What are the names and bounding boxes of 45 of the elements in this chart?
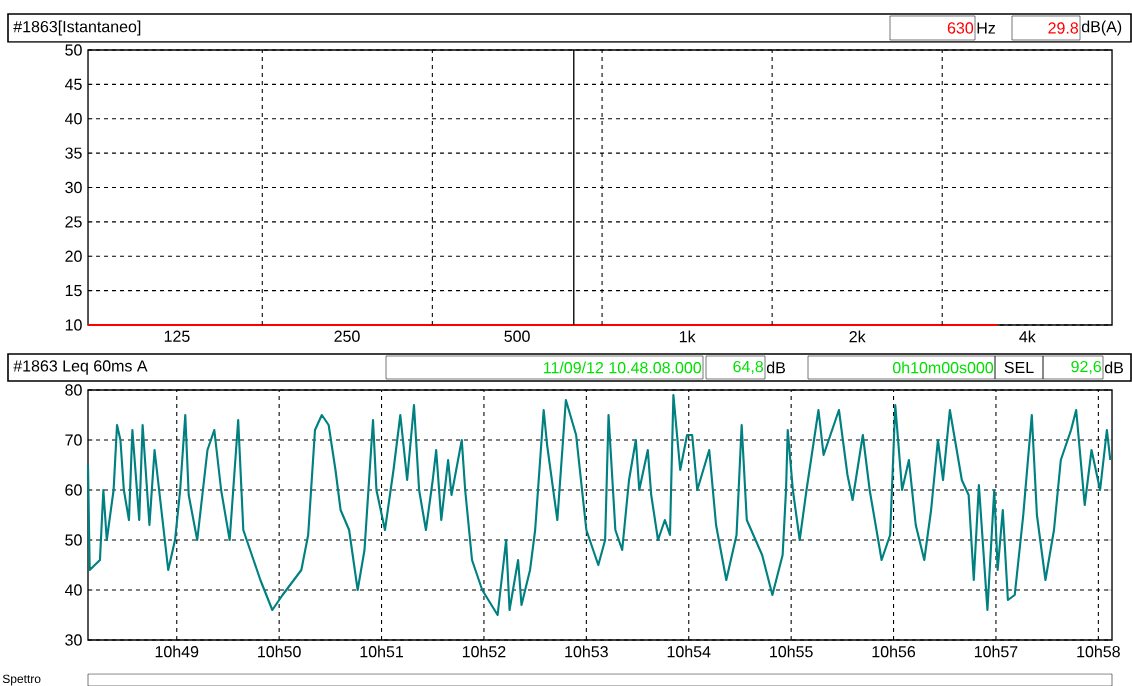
x-tick-label: 10h57 <box>974 645 1018 658</box>
y-tick-label: 35 <box>65 147 82 159</box>
y-tick-label: 45 <box>65 78 82 90</box>
y-tick-label: 50 <box>65 44 82 56</box>
text: 92,6 <box>1071 360 1102 375</box>
x-tick-label: 2k <box>849 330 866 343</box>
x-tick-label: 10h52 <box>462 645 506 658</box>
x-tick-label: 125 <box>164 330 190 342</box>
x-tick-label: 10h50 <box>258 645 301 658</box>
y-tick-label: 40 <box>65 113 82 125</box>
y-tick-label: 15 <box>65 285 82 297</box>
y-tick-label: 50 <box>65 534 82 546</box>
x-tick-label: 10h55 <box>770 645 813 658</box>
chart-title: #1863 Leq 60ms A <box>13 360 148 375</box>
y-tick-label: 30 <box>65 634 82 646</box>
y-tick-label: 60 <box>65 484 82 496</box>
x-tick-label: 250 <box>334 330 360 342</box>
x-tick-label: 10h53 <box>565 645 608 658</box>
x-tick-label: 1k <box>679 330 696 343</box>
text: dB(A) <box>1081 20 1122 36</box>
x-tick-label: 10h54 <box>667 645 711 658</box>
y-tick-label: 80 <box>65 384 82 396</box>
text: dB <box>1104 361 1123 374</box>
y-tick-label: 10 <box>65 319 82 331</box>
x-tick-label: 10h49 <box>155 645 199 658</box>
y-tick-label: 25 <box>65 216 82 228</box>
y-tick-label: 70 <box>65 434 82 446</box>
y-tick-label: 30 <box>65 181 82 194</box>
text: 64,8 <box>733 360 764 375</box>
x-tick-label: 500 <box>504 330 530 342</box>
text: 630 <box>947 22 974 34</box>
text: Hz <box>977 22 996 34</box>
x-tick-label: 10h58 <box>1077 645 1120 658</box>
text: 11/09/12 10.48.08.000 <box>543 361 702 374</box>
text: 0h10m00s000 <box>892 361 994 374</box>
y-tick-label: 20 <box>65 250 82 262</box>
text: Spettro <box>2 674 41 686</box>
text: 29.8 <box>1048 22 1079 34</box>
x-tick-label: 4k <box>1019 330 1036 343</box>
x-tick-label: 10h56 <box>872 645 916 658</box>
text: SEL <box>1004 361 1034 374</box>
x-tick-label: 10h51 <box>360 645 403 658</box>
y-tick-label: 40 <box>64 584 82 596</box>
chart-title: #1863[Istantaneo] <box>13 20 141 36</box>
text: dB <box>766 361 785 374</box>
